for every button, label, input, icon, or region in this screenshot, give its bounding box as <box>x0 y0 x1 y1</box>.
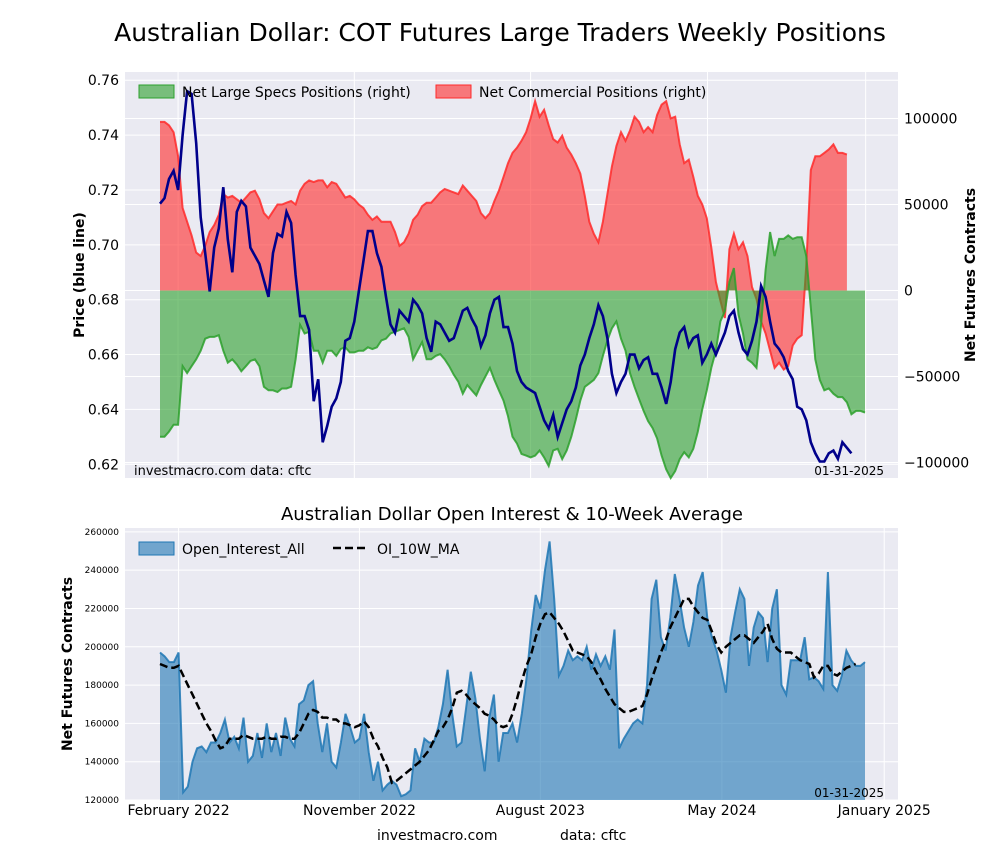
legend-swatch-oi <box>138 541 175 556</box>
legend-label-oi: Open_Interest_All <box>182 542 305 558</box>
legend-label-ma: OI_10W_MA <box>377 542 460 558</box>
left-tick-label: 0.68 <box>88 293 119 309</box>
left-tick-label: 0.76 <box>88 73 119 89</box>
right-tick-label: 0 <box>904 283 913 299</box>
footer-site: investmacro.com <box>377 828 498 844</box>
left-tick-label: 0.62 <box>88 457 119 473</box>
right-tick-label: 100000 <box>904 111 957 127</box>
bottom-watermark-date: 01-31-2025 <box>814 786 884 800</box>
legend-swatch-commercial <box>435 84 472 99</box>
open-interest-line <box>159 541 866 798</box>
x-tick-label: February 2022 <box>127 803 229 819</box>
left-tick-label: 0.70 <box>88 238 119 254</box>
bottom-chart-title: Australian Dollar Open Interest & 10-Wee… <box>281 504 743 525</box>
top-watermark-left: investmacro.com data: cftc <box>134 464 312 479</box>
bottom-y-tick-label: 220000 <box>85 604 120 614</box>
bottom-y-tick-label: 180000 <box>85 681 120 691</box>
x-tick-label: May 2024 <box>687 803 756 819</box>
legend-swatch-specs <box>138 84 175 99</box>
bottom-y-tick-label: 160000 <box>85 719 120 729</box>
left-tick-label: 0.72 <box>88 183 119 199</box>
bottom-y-tick-label: 240000 <box>85 566 120 576</box>
legend-label-specs: Net Large Specs Positions (right) <box>182 85 411 101</box>
right-tick-label: 50000 <box>904 197 949 213</box>
bottom-y-tick-label: 260000 <box>85 528 120 538</box>
right-tick-label: −50000 <box>904 370 960 386</box>
bottom-y-tick-label: 140000 <box>85 758 120 768</box>
oi-ma-line <box>159 597 857 785</box>
x-tick-label: January 2025 <box>837 803 931 819</box>
x-tick-label: November 2022 <box>303 803 416 819</box>
bottom-axis-title: Net Futures Contracts <box>60 577 76 751</box>
specs-line <box>160 231 866 480</box>
left-tick-label: 0.66 <box>88 348 119 364</box>
specs-area <box>160 232 865 478</box>
legend-label-commercial: Net Commercial Positions (right) <box>479 85 706 101</box>
bottom-y-tick-label: 200000 <box>85 643 120 653</box>
x-tick-label: August 2023 <box>496 803 585 819</box>
right-axis-title: Net Futures Contracts <box>963 188 979 362</box>
left-tick-label: 0.64 <box>88 402 119 418</box>
top-watermark-date: 01-31-2025 <box>814 464 884 478</box>
bottom-y-tick-label: 120000 <box>85 796 120 806</box>
commercial-line <box>160 97 848 372</box>
left-tick-label: 0.74 <box>88 128 119 144</box>
open-interest-area <box>160 541 865 800</box>
commercial-area <box>160 101 847 370</box>
main-title: Australian Dollar: COT Futures Large Tra… <box>114 18 886 47</box>
right-tick-label: −100000 <box>904 456 969 472</box>
footer-data: data: cftc <box>560 828 627 844</box>
price-line <box>158 89 853 463</box>
left-axis-title: Price (blue line) <box>72 212 88 338</box>
